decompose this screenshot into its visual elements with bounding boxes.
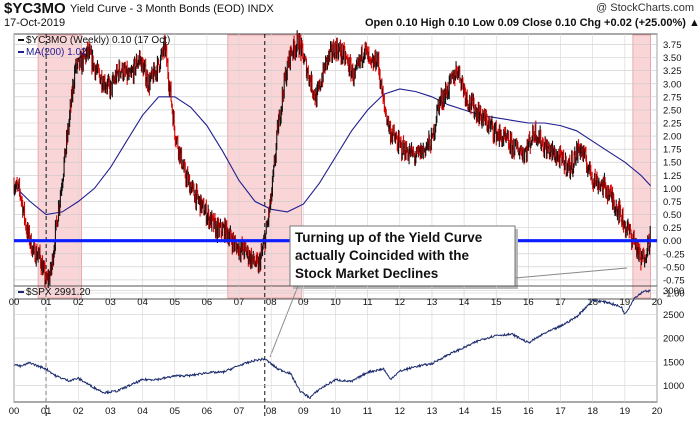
x-tick-label: 19 [620, 406, 631, 417]
y-tick-label: 0.75 [663, 197, 682, 208]
y-tick-label: 1000 [663, 381, 684, 392]
ticker-symbol: $YC3MO [4, 0, 66, 17]
spx-panel: 3000 2500 2000 1500 1000 00 01 02 03 04 05 06 07 08 09… [9, 285, 684, 417]
x-tick-label: 11 [363, 406, 373, 417]
y-tick-label: 0.50 [663, 210, 682, 221]
y-tick-label: 2.75 [663, 92, 682, 103]
y-tick-label: 1500 [663, 357, 684, 368]
x-tick-label: 18 [587, 406, 598, 417]
x-tick-label: 12 [395, 406, 406, 417]
y-tick-label: 2000 [663, 334, 684, 345]
x-tick-label: 02 [73, 406, 84, 417]
x-tick-label: 13 [427, 406, 438, 417]
y-tick-label: 2500 [663, 310, 684, 321]
callout-text-line: Turning up of the Yield Curve [295, 230, 483, 245]
x-tick-label: 04 [137, 406, 148, 417]
x-tick-label: 07 [234, 406, 245, 417]
callout-pointer-right [514, 267, 628, 279]
yield-curve-panel: 3.75 3.50 3.25 3.00 2.75 2.50 2.25 2.00 1.75 1.50… [9, 30, 685, 416]
y-tick-label: 3.50 [663, 53, 682, 64]
y-tick-label: 1.25 [663, 171, 682, 182]
chart-date: 17-Oct-2019 [4, 17, 66, 29]
x-tick-label: 15 [491, 406, 502, 417]
x-tick-label: 03 [105, 406, 116, 417]
callout-text-line: Stock Market Declines [295, 266, 438, 281]
x-tick-label: 00 [9, 406, 20, 417]
x-tick-label: 10 [330, 406, 341, 417]
ohlc-readout: Open 0.10 High 0.10 Low 0.09 Close 0.10 … [365, 17, 700, 29]
y-tick-label: 1.50 [663, 158, 682, 169]
legend-spx: $SPX 2991.20 [26, 287, 91, 298]
y-tick-label: 3.25 [663, 66, 682, 77]
y-tick-label: 3.00 [663, 79, 682, 90]
x-tick-label: 16 [523, 406, 534, 417]
y-tick-label: 1.00 [663, 184, 682, 195]
y-tick-label: 1.75 [663, 145, 682, 156]
x-tick-label: 01 [41, 406, 52, 417]
y-tick-label: 3000 [663, 286, 684, 297]
shaded-period-3 [632, 34, 651, 299]
y-tick-label: 2.50 [663, 105, 682, 116]
legend-ma: MA(200) 1.02 [26, 47, 87, 58]
x-tick-label: 08 [266, 406, 277, 417]
y-tick-label: -0.75 [663, 275, 685, 286]
y-tick-label: -1.00 [663, 289, 685, 300]
y-tick-label: 0.00 [663, 236, 682, 247]
x-tick-label: 09 [298, 406, 309, 417]
legend-price: $YC3MO (Weekly) 0.10 (17 Oct) [26, 35, 170, 46]
chart-subtitle: Yield Curve - 3 Month Bonds (EOD) INDX [70, 3, 274, 15]
callout-pointer-left [269, 285, 299, 358]
callout-text-line: actually Coincided with the [295, 248, 470, 263]
x-tick-label: 14 [459, 406, 470, 417]
y-tick-label: -0.50 [663, 262, 685, 273]
callout-box [289, 225, 516, 287]
y-tick-label: -0.25 [663, 249, 685, 260]
y-tick-label: 2.00 [663, 132, 682, 143]
spx-line [13, 289, 651, 400]
y-tick-label: 3.75 [663, 40, 682, 51]
ma200-line [13, 88, 652, 216]
x-tick-label: 05 [169, 406, 180, 417]
x-tick-label: 20 [652, 406, 663, 417]
y-tick-label: 0.25 [663, 223, 682, 234]
x-tick-label: 06 [202, 406, 213, 417]
x-tick-label: 17 [555, 406, 566, 417]
brand-watermark: @ StockCharts.com [596, 2, 694, 14]
y-tick-label: 2.25 [663, 119, 682, 130]
